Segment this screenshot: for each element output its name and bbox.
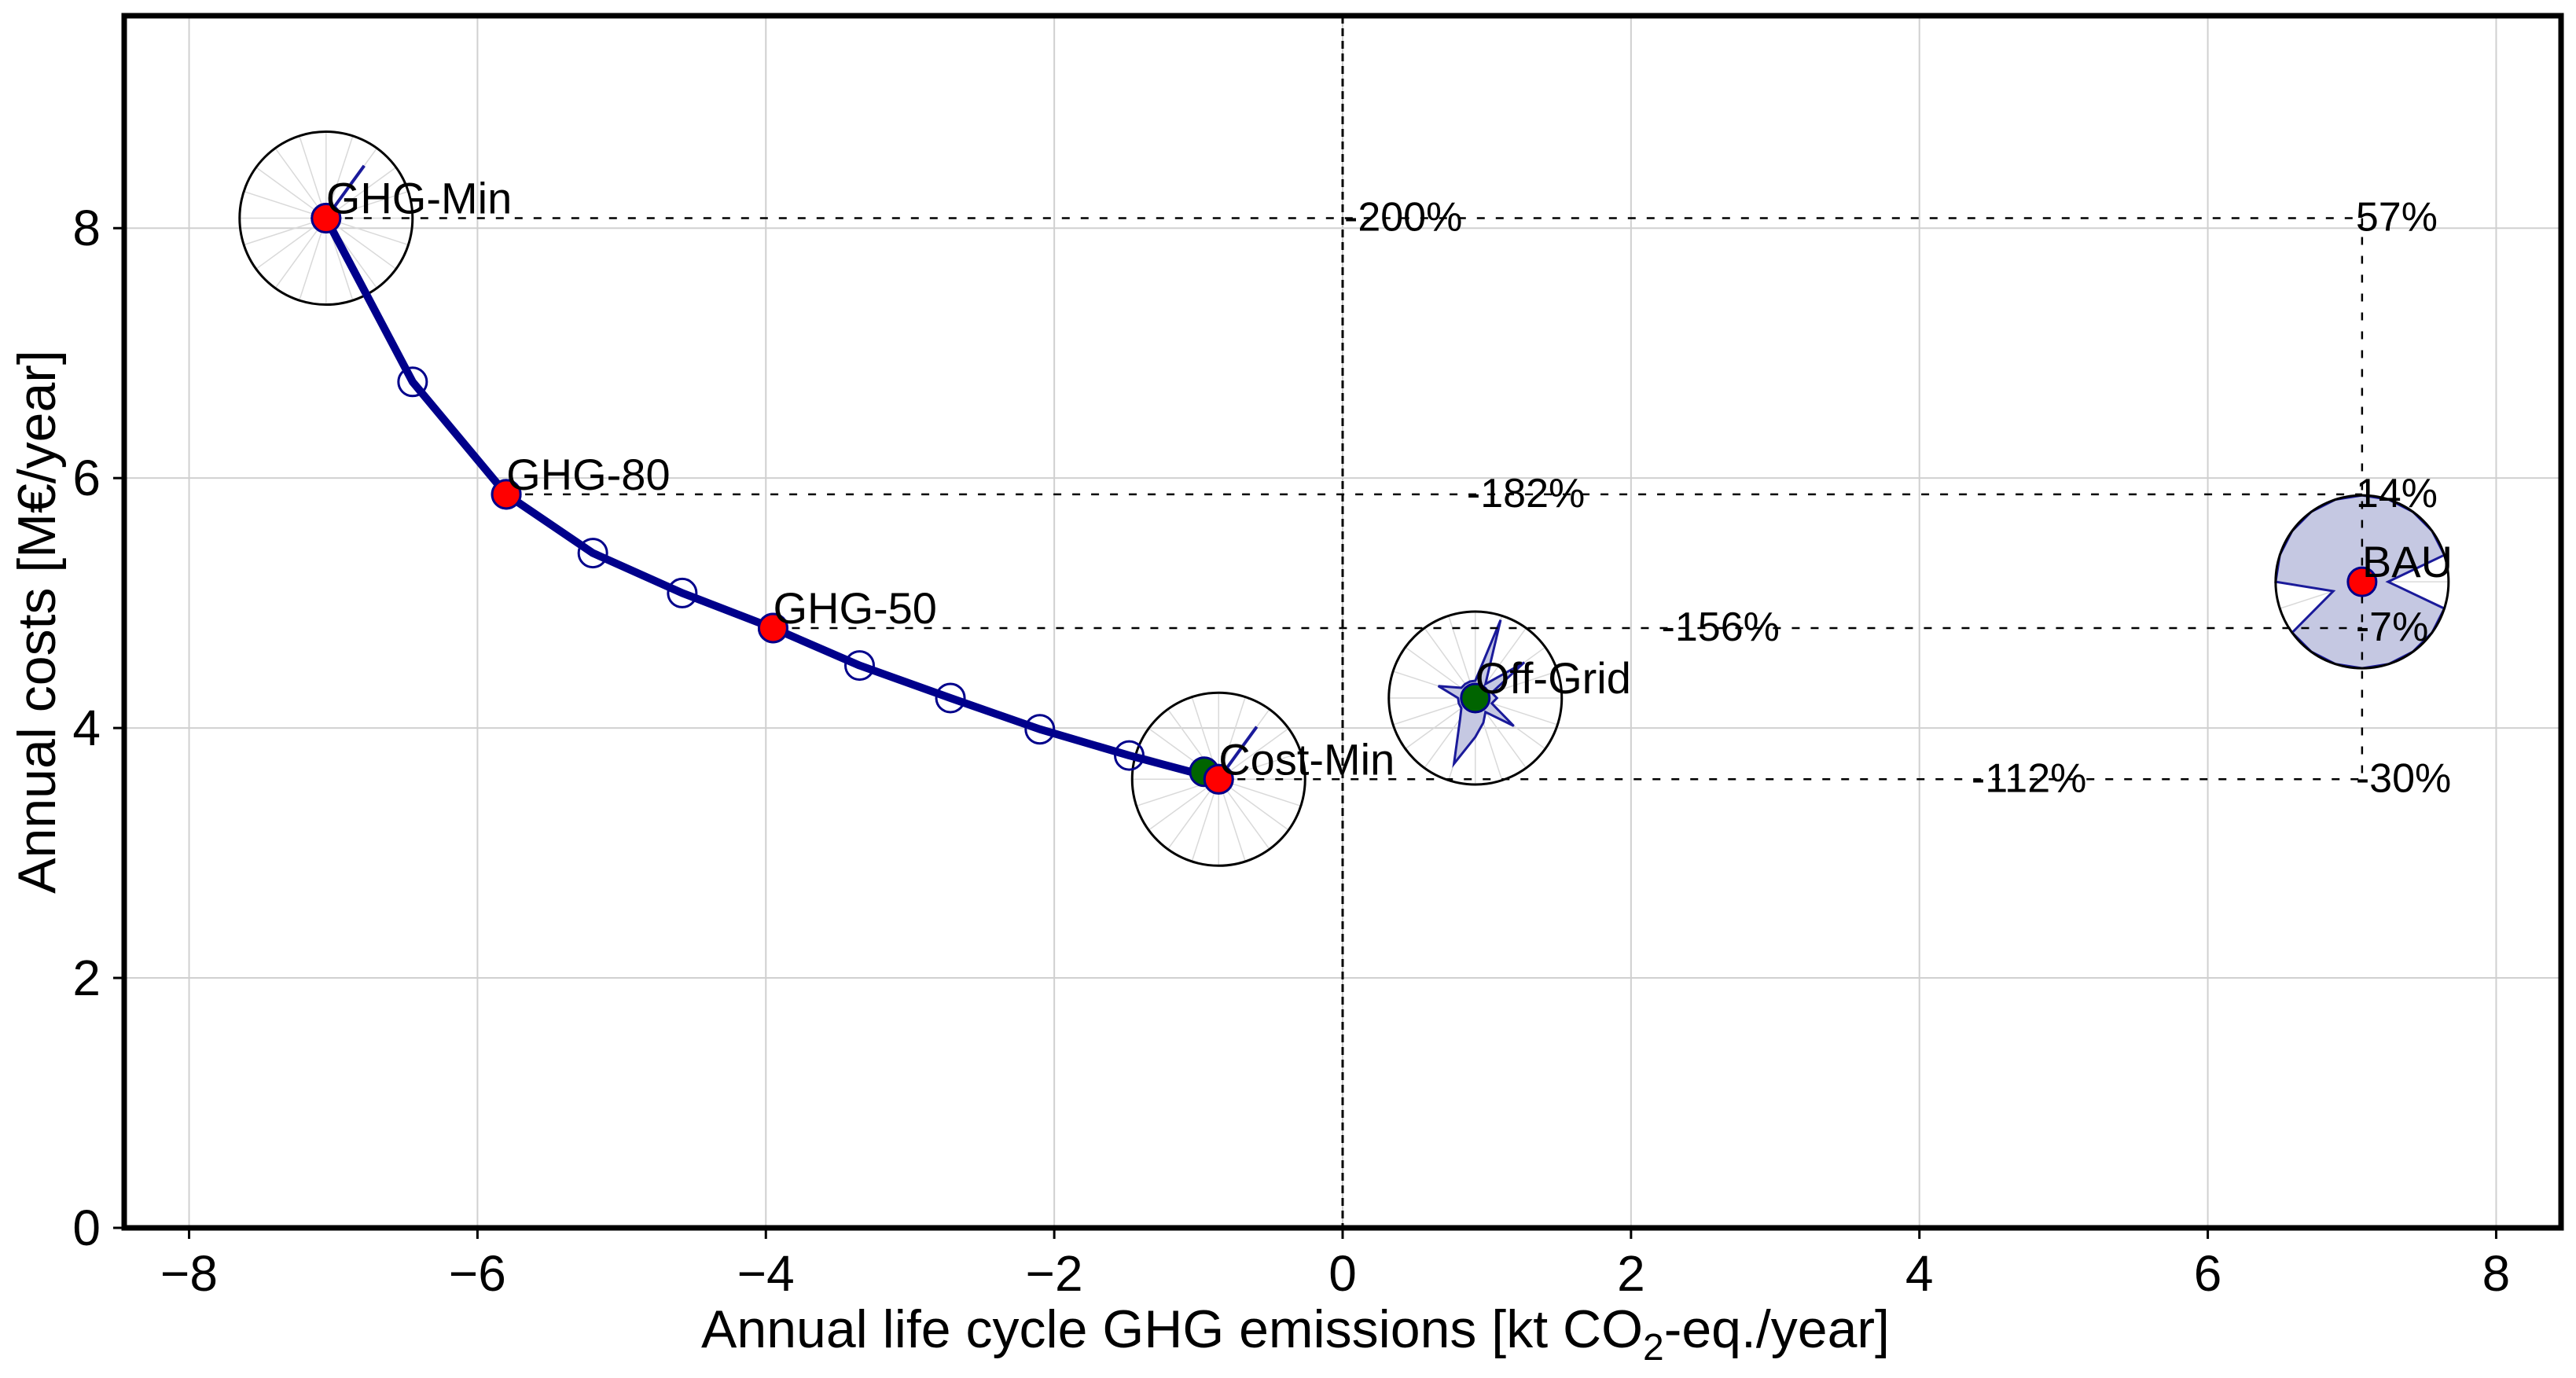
named-point [2346,566,2378,597]
data-points [311,203,2378,795]
pareto-point [844,650,876,682]
reference-lines [325,16,2364,1228]
cost-change-label: 14% [2356,471,2438,516]
radar-outline [2274,494,2450,670]
y-tick-label: 2 [72,950,101,1006]
cost-change-label: -7% [2356,604,2428,650]
x-tick-label: −2 [1026,1245,1083,1302]
x-tick-label: −6 [449,1245,506,1302]
point-label: GHG-80 [506,450,671,499]
radar-outline [238,130,414,307]
axes: −8 −6 −4 −2 0 2 4 6 8 0 2 4 6 8 [72,13,2564,1302]
x-tick-label: −8 [160,1245,218,1302]
point-label: Off-Grid [1475,653,1631,703]
named-point [757,612,788,644]
point-label: Cost-Min [1218,734,1395,784]
x-tick-label: 8 [2482,1245,2511,1302]
pareto-point [667,577,698,608]
cost-change-label: 57% [2356,195,2438,241]
y-axis-title: Annual costs [M€/year] [7,350,67,894]
emissions-change-label: -200% [1344,195,1462,241]
named-point [311,203,342,234]
x-axis-title-subscript: 2 [1643,1327,1664,1369]
radar-outline [1130,691,1306,867]
x-axis-title-end: -eq./year] [1664,1299,1890,1359]
pareto-point [1114,740,1145,771]
x-tick-label: 0 [1328,1245,1357,1302]
y-tick-label: 8 [72,200,101,256]
annotations: GHG-Min GHG-80 GHG-50 Cost-Min Off-Grid BAU -2… [326,174,2453,802]
pareto-point [935,682,966,714]
cost-change-label: -30% [2356,755,2451,801]
x-tick-label: −4 [737,1245,795,1302]
x-tick-label: 6 [2194,1245,2222,1302]
x-tick-label: 2 [1617,1245,1645,1302]
x-axis-title-main: Annual life cycle GHG emissions [kt CO [701,1299,1643,1359]
named-point [491,479,522,510]
x-tick-label: 4 [1905,1245,1934,1302]
y-tick-label: 6 [72,450,101,506]
emissions-change-label: -156% [1662,604,1780,650]
pareto-point [397,366,428,398]
emissions-change-label: -182% [1467,471,1585,516]
point-label: BAU [2362,537,2453,586]
pareto-line [322,216,1220,784]
point-label: GHG-50 [773,583,937,633]
pareto-point [1024,714,1056,745]
y-tick-label: 4 [72,700,101,756]
named-point [1460,682,1491,714]
y-tick-label: 0 [72,1200,101,1256]
radar-outline [1387,610,1564,786]
emissions-change-label: -112% [1972,755,2086,801]
pareto-point [577,538,608,569]
pareto-front [322,216,1220,784]
point-label: GHG-Min [326,174,512,223]
x-axis-title: Annual life cycle GHG emissions [kt CO2-… [701,1299,1890,1369]
named-point [1203,763,1234,795]
